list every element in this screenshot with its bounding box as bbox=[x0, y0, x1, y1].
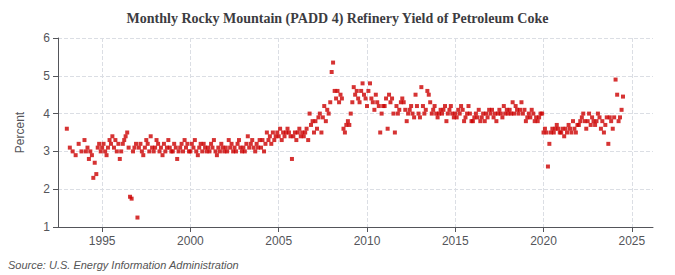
svg-text:3: 3 bbox=[43, 144, 50, 158]
svg-text:Source: U.S. Energy Informatio: Source: U.S. Energy Information Administ… bbox=[8, 259, 239, 271]
svg-text:1: 1 bbox=[43, 220, 50, 234]
svg-text:Monthly Rocky Mountain (PADD 4: Monthly Rocky Mountain (PADD 4) Refinery… bbox=[127, 11, 549, 27]
svg-text:5: 5 bbox=[43, 69, 50, 83]
svg-text:2005: 2005 bbox=[265, 234, 292, 248]
svg-text:2015: 2015 bbox=[442, 234, 469, 248]
svg-text:2: 2 bbox=[43, 182, 50, 196]
svg-text:6: 6 bbox=[43, 31, 50, 45]
svg-text:2025: 2025 bbox=[618, 234, 645, 248]
svg-text:Percent: Percent bbox=[13, 111, 27, 153]
svg-text:2000: 2000 bbox=[177, 234, 204, 248]
svg-text:1995: 1995 bbox=[89, 234, 116, 248]
svg-text:2020: 2020 bbox=[530, 234, 557, 248]
svg-text:2010: 2010 bbox=[354, 234, 381, 248]
svg-text:4: 4 bbox=[43, 107, 50, 121]
